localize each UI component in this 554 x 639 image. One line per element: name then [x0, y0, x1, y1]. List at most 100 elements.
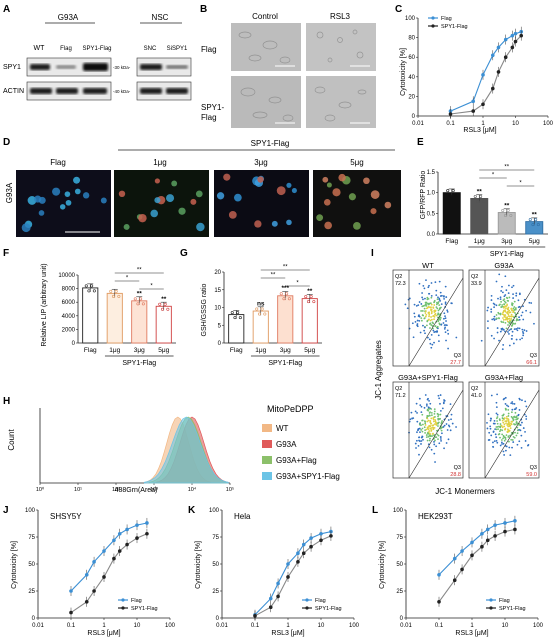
data-point: [319, 538, 323, 543]
event-dot: [506, 316, 508, 319]
x-tick-label: 0.1: [446, 121, 455, 127]
panel-letter: B: [200, 4, 207, 15]
cell-nucleus: [21, 223, 31, 233]
event-dot: [426, 417, 429, 420]
event-dot: [501, 433, 504, 436]
quadrant-value: 27.7: [450, 360, 461, 366]
event-dot: [416, 431, 418, 434]
event-dot: [501, 443, 503, 445]
y-tick-label: 100: [209, 508, 220, 514]
data-point: [309, 536, 313, 540]
data-point: [296, 560, 300, 564]
event-dot: [499, 428, 502, 431]
event-dot: [424, 297, 426, 300]
event-dot: [433, 443, 436, 446]
event-dot: [447, 424, 450, 427]
event-dot: [444, 317, 447, 320]
significance-label: **: [271, 273, 276, 279]
y-tick-label: 0: [412, 114, 416, 120]
plot-title: G93A+Flag: [485, 373, 523, 382]
cell-nucleus: [34, 195, 42, 203]
event-dot: [502, 317, 504, 319]
event-dot: [504, 275, 507, 278]
data-point: [276, 581, 280, 586]
event-dot: [417, 444, 420, 447]
event-dot: [429, 342, 432, 345]
event-dot: [430, 324, 433, 326]
event-dot: [419, 440, 421, 443]
replicate-point: [454, 194, 458, 198]
bar: [131, 300, 148, 344]
legend-label: G93A: [276, 440, 297, 449]
blot-row-label: SPY1: [3, 64, 21, 71]
series-line-flag: [70, 522, 148, 592]
event-dot: [530, 302, 533, 304]
event-dot: [503, 439, 506, 442]
event-dot: [445, 339, 447, 342]
column-label: RSL3: [330, 12, 351, 21]
event-dot: [434, 310, 436, 313]
event-dot: [500, 321, 503, 323]
event-dot: [432, 418, 435, 421]
y-tick-label: 6000: [62, 300, 76, 306]
cell-nucleus: [118, 190, 126, 198]
event-dot: [420, 429, 423, 431]
group-label: SPY1-Flag: [122, 360, 156, 367]
event-dot: [506, 307, 509, 310]
data-point: [513, 519, 517, 523]
y-tick-label: 4000: [62, 314, 76, 320]
event-dot: [500, 441, 503, 444]
y-tick-label: 50: [28, 562, 35, 568]
event-dot: [515, 319, 518, 322]
event-dot: [439, 436, 442, 439]
event-dot: [516, 443, 519, 446]
event-dot: [429, 402, 432, 405]
data-point: [481, 102, 485, 107]
event-dot: [492, 422, 495, 425]
replicate-point: [141, 302, 145, 306]
y-tick-label: 50: [396, 562, 403, 568]
cell-nucleus: [171, 180, 178, 187]
event-dot: [504, 318, 507, 321]
event-dot: [521, 399, 523, 402]
event-dot: [499, 303, 501, 306]
event-dot: [512, 293, 514, 296]
data-point: [268, 605, 273, 609]
event-dot: [510, 315, 512, 318]
x-tick-label: 0.01: [216, 623, 228, 629]
series-line-spy1-flag: [438, 528, 516, 603]
category-label: 3μg: [280, 347, 291, 354]
replicate-point: [90, 284, 94, 288]
panel-letter: K: [188, 505, 196, 516]
event-dot: [434, 415, 436, 418]
event-dot: [533, 322, 535, 325]
event-dot: [428, 315, 430, 318]
replicate-point: [87, 289, 91, 293]
significance-label: **: [137, 268, 142, 274]
event-dot: [420, 317, 423, 320]
y-axis-label: Relative LIP (arbitrary unit): [41, 263, 48, 346]
y-axis-label: JC-1 Aggregates: [374, 340, 383, 400]
legend-swatch: [262, 424, 272, 432]
quadrant-value: 28.8: [450, 472, 461, 478]
event-dot: [447, 347, 450, 350]
event-dot: [426, 302, 429, 305]
event-dot: [438, 442, 441, 445]
event-dot: [429, 302, 432, 305]
replicate-point: [287, 297, 291, 301]
event-dot: [525, 418, 528, 420]
event-dot: [434, 436, 437, 438]
event-dot: [486, 309, 489, 312]
event-dot: [495, 401, 498, 404]
event-dot: [438, 323, 441, 326]
legend-label: G93A+SPY1-Flag: [276, 472, 340, 481]
replicate-point: [160, 307, 164, 311]
cell-nucleus: [316, 214, 324, 221]
event-dot: [419, 331, 422, 334]
event-dot: [434, 330, 437, 333]
data-point: [471, 99, 476, 104]
replicate-point: [506, 209, 510, 213]
quadrant-value: 72.3: [395, 281, 406, 287]
event-dot: [492, 441, 494, 444]
data-point: [493, 523, 497, 527]
